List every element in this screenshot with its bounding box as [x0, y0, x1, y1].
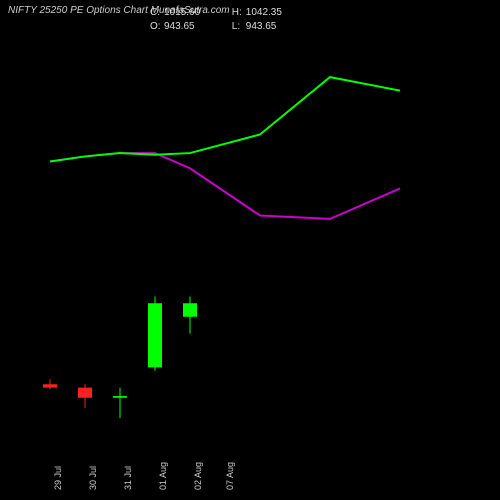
- x-axis-label: 29 Jul: [53, 466, 58, 490]
- x-axis-label: 31 Jul: [123, 466, 128, 490]
- chart-container: { "title": "NIFTY 25250 PE Options Chart…: [0, 0, 500, 500]
- x-axis-label: 30 Jul: [88, 466, 93, 490]
- price-chart: [0, 0, 500, 500]
- x-axis-label: 02 Aug: [193, 462, 198, 490]
- x-axis-label: 07 Aug: [225, 462, 230, 490]
- x-axis-label: 01 Aug: [158, 462, 163, 490]
